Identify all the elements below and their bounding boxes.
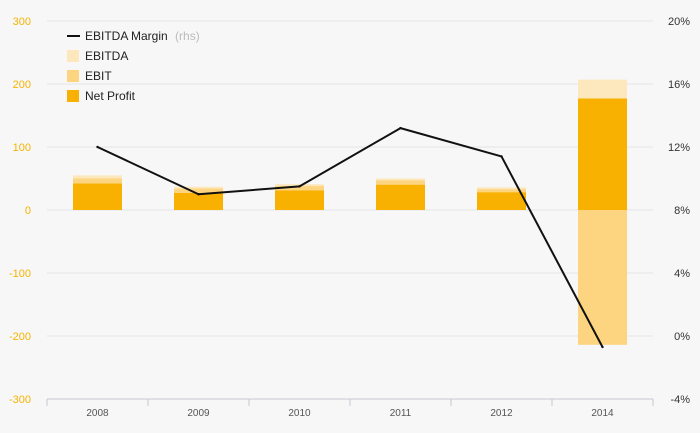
y-left-tick-label: 300 [13, 16, 31, 28]
point-ebitda-margin [500, 155, 503, 158]
bar-ebit [578, 210, 627, 345]
legend-label-margin-suffix: (rhs) [175, 29, 200, 43]
y-left-tick-label: -100 [9, 268, 31, 280]
x-tick-label: 2012 [490, 408, 513, 419]
y-left-tick-label: 100 [13, 142, 31, 154]
line-ebitda-margin [97, 127, 604, 348]
legend-swatch-net-profit [67, 90, 79, 102]
axis-layer: 300 200 100 0 -100 -200 -300 20% 16% 12% 8% 4% 0% -4%… [9, 16, 690, 419]
x-tick-label: 2014 [591, 408, 614, 419]
y-right-tick-label: 4% [674, 268, 690, 280]
line-layer [96, 126, 604, 349]
x-tick-label: 2011 [390, 408, 412, 419]
bar-net-profit [376, 184, 425, 210]
legend-label-margin: EBITDA Margin (rhs) [85, 29, 200, 43]
y-left-tick-label: 200 [13, 79, 31, 91]
x-tick-label: 2010 [288, 408, 311, 419]
y-right-tick-label: 0% [674, 331, 690, 343]
legend-label-ebitda: EBITDA [85, 49, 128, 63]
legend-label-net-profit: Net Profit [85, 89, 136, 103]
legend-swatch-ebitda [67, 50, 79, 62]
y-left-tick-label: -200 [9, 331, 31, 343]
point-ebitda-margin [96, 145, 99, 149]
point-ebitda-margin [197, 193, 200, 196]
bar-net-profit [275, 190, 324, 210]
bar-net-profit [174, 192, 223, 210]
point-ebitda-margin [399, 126, 402, 130]
point-ebitda-margin [298, 185, 301, 188]
y-left-tick-label: 0 [25, 205, 31, 217]
legend-label-ebit: EBIT [85, 69, 112, 83]
x-tick-label: 2009 [187, 408, 210, 419]
legend-label-margin-name: EBITDA Margin [85, 29, 168, 43]
bar-net-profit [578, 98, 627, 210]
y-right-tick-label: 8% [674, 205, 690, 217]
y-right-tick-label: 16% [668, 79, 690, 91]
y-right-tick-label: 20% [668, 16, 690, 28]
y-left-tick-label: -300 [9, 394, 31, 406]
grid-layer [47, 20, 653, 400]
legend: EBITDA Margin (rhs) EBITDA EBIT Net Prof… [67, 29, 200, 103]
bars-layer [73, 79, 627, 345]
x-tick-label: 2008 [86, 408, 109, 419]
point-ebitda-margin [601, 345, 604, 349]
y-right-tick-label: 12% [668, 142, 690, 154]
bar-net-profit [73, 183, 122, 210]
legend-swatch-ebit [67, 70, 79, 82]
bar-net-profit [477, 192, 526, 210]
y-right-tick-label: -4% [670, 394, 690, 406]
